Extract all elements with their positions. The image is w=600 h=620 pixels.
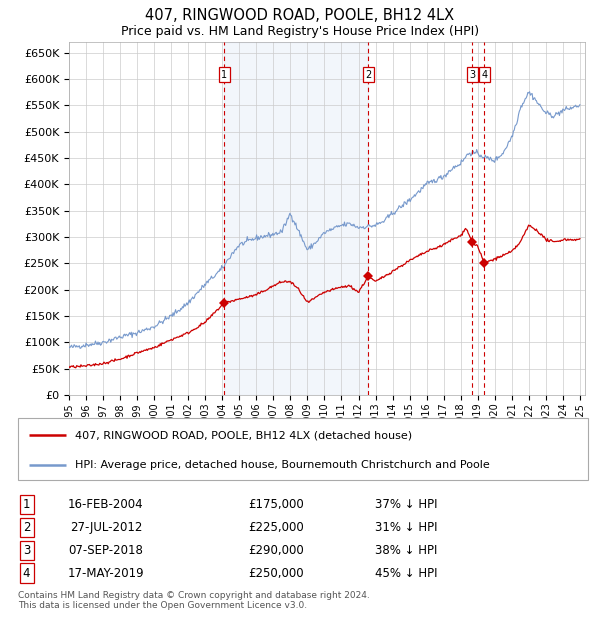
Text: £250,000: £250,000 [248,567,304,580]
Text: 2: 2 [23,521,31,534]
Text: 31% ↓ HPI: 31% ↓ HPI [374,521,437,534]
Text: 17-MAY-2019: 17-MAY-2019 [68,567,144,580]
Text: 2: 2 [365,70,371,80]
Text: 27-JUL-2012: 27-JUL-2012 [70,521,142,534]
Text: 407, RINGWOOD ROAD, POOLE, BH12 4LX (detached house): 407, RINGWOOD ROAD, POOLE, BH12 4LX (det… [75,430,412,440]
Text: 4: 4 [481,70,487,80]
Text: 3: 3 [23,544,30,557]
Text: 1: 1 [221,70,227,80]
Text: 07-SEP-2018: 07-SEP-2018 [68,544,143,557]
Text: £225,000: £225,000 [248,521,304,534]
Text: 407, RINGWOOD ROAD, POOLE, BH12 4LX: 407, RINGWOOD ROAD, POOLE, BH12 4LX [145,8,455,23]
Text: 16-FEB-2004: 16-FEB-2004 [68,498,144,511]
Text: Contains HM Land Registry data © Crown copyright and database right 2024.
This d: Contains HM Land Registry data © Crown c… [18,591,370,610]
Text: Price paid vs. HM Land Registry's House Price Index (HPI): Price paid vs. HM Land Registry's House … [121,25,479,38]
Text: 37% ↓ HPI: 37% ↓ HPI [374,498,437,511]
Bar [224,42,368,395]
Text: £290,000: £290,000 [248,544,304,557]
Text: £175,000: £175,000 [248,498,304,511]
Text: 45% ↓ HPI: 45% ↓ HPI [374,567,437,580]
Text: 1: 1 [23,498,31,511]
Text: HPI: Average price, detached house, Bournemouth Christchurch and Poole: HPI: Average price, detached house, Bour… [75,459,490,469]
Text: 3: 3 [469,70,475,80]
Text: 4: 4 [23,567,31,580]
Text: 38% ↓ HPI: 38% ↓ HPI [374,544,437,557]
